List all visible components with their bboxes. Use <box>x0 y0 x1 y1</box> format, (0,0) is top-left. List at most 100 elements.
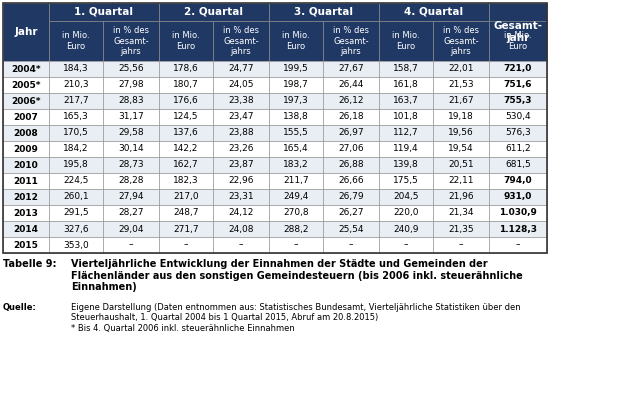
Text: in % des
Gesamt-
jahrs: in % des Gesamt- jahrs <box>223 26 259 56</box>
Bar <box>3 93 49 109</box>
Text: 155,5: 155,5 <box>283 129 309 138</box>
Bar <box>269 21 323 61</box>
Text: 211,7: 211,7 <box>283 176 309 185</box>
Text: 611,2: 611,2 <box>505 145 531 153</box>
Bar <box>323 21 379 61</box>
Bar <box>323 61 379 77</box>
Text: –: – <box>294 240 298 249</box>
Bar <box>213 61 269 77</box>
Text: 183,2: 183,2 <box>283 161 309 169</box>
Bar <box>433 61 489 77</box>
Bar <box>323 173 379 189</box>
Text: 353,0: 353,0 <box>63 240 89 249</box>
Bar <box>433 237 489 253</box>
Bar <box>49 125 103 141</box>
Text: 197,3: 197,3 <box>283 97 309 106</box>
Bar <box>49 77 103 93</box>
Bar <box>433 125 489 141</box>
Bar <box>433 173 489 189</box>
Bar <box>103 125 159 141</box>
Text: in % des
Gesamt-
jahrs: in % des Gesamt- jahrs <box>333 26 369 56</box>
Bar <box>159 189 213 205</box>
Bar <box>323 77 379 93</box>
Text: 26,12: 26,12 <box>339 97 364 106</box>
Bar <box>489 173 547 189</box>
Text: 21,96: 21,96 <box>448 192 474 201</box>
Bar <box>433 157 489 173</box>
Bar <box>159 237 213 253</box>
Text: 24,12: 24,12 <box>228 208 253 217</box>
Bar <box>103 237 159 253</box>
Text: 23,31: 23,31 <box>228 192 254 201</box>
Text: 260,1: 260,1 <box>63 192 89 201</box>
Bar <box>159 109 213 125</box>
Bar <box>489 221 547 237</box>
Text: 24,08: 24,08 <box>228 224 253 233</box>
Bar <box>379 125 433 141</box>
Text: 23,88: 23,88 <box>228 129 254 138</box>
Bar <box>49 173 103 189</box>
Bar <box>379 157 433 173</box>
Bar <box>323 157 379 173</box>
Text: 22,11: 22,11 <box>448 176 474 185</box>
Text: 217,7: 217,7 <box>63 97 89 106</box>
Text: 19,18: 19,18 <box>448 113 474 122</box>
Bar <box>379 173 433 189</box>
Text: 2005*: 2005* <box>12 81 41 90</box>
Text: 119,4: 119,4 <box>393 145 419 153</box>
Text: 217,0: 217,0 <box>173 192 199 201</box>
Bar <box>213 189 269 205</box>
Bar <box>379 189 433 205</box>
Bar <box>49 205 103 221</box>
Bar <box>489 125 547 141</box>
Text: 26,27: 26,27 <box>339 208 364 217</box>
Bar <box>213 157 269 173</box>
Bar <box>49 109 103 125</box>
Text: Tabelle 9:: Tabelle 9: <box>3 259 56 269</box>
Bar <box>103 189 159 205</box>
Text: 27,94: 27,94 <box>118 192 144 201</box>
Text: 161,8: 161,8 <box>393 81 419 90</box>
Bar <box>49 237 103 253</box>
Text: 162,7: 162,7 <box>173 161 199 169</box>
Bar <box>489 237 547 253</box>
Text: 3. Quartal: 3. Quartal <box>294 7 353 17</box>
Text: 178,6: 178,6 <box>173 65 199 74</box>
Text: 291,5: 291,5 <box>63 208 89 217</box>
Text: 170,5: 170,5 <box>63 129 89 138</box>
Bar <box>489 109 547 125</box>
Bar <box>213 125 269 141</box>
Text: 138,8: 138,8 <box>283 113 309 122</box>
Bar <box>489 77 547 93</box>
Bar <box>433 205 489 221</box>
Text: 2014: 2014 <box>13 224 38 233</box>
Text: in % des
Gesamt-
jahrs: in % des Gesamt- jahrs <box>443 26 479 56</box>
Text: in Mio.
Euro: in Mio. Euro <box>504 31 532 51</box>
Text: 576,3: 576,3 <box>505 129 531 138</box>
Text: 101,8: 101,8 <box>393 113 419 122</box>
Text: –: – <box>184 240 188 249</box>
Text: in Mio.
Euro: in Mio. Euro <box>62 31 90 51</box>
Text: 28,83: 28,83 <box>118 97 144 106</box>
Bar <box>159 21 213 61</box>
Bar <box>489 189 547 205</box>
Text: 19,56: 19,56 <box>448 129 474 138</box>
Text: 28,28: 28,28 <box>118 176 144 185</box>
Text: 29,04: 29,04 <box>118 224 144 233</box>
Text: 137,6: 137,6 <box>173 129 199 138</box>
Bar <box>213 21 269 61</box>
Bar <box>159 205 213 221</box>
Bar <box>269 157 323 173</box>
Bar <box>213 173 269 189</box>
Text: 249,4: 249,4 <box>284 192 308 201</box>
Bar <box>3 205 49 221</box>
Bar <box>3 221 49 237</box>
Text: Eigene Darstellung (Daten entnommen aus: Statistisches Bundesamt, Vierteljährlic: Eigene Darstellung (Daten entnommen aus:… <box>71 303 520 333</box>
Bar <box>103 93 159 109</box>
Bar <box>379 93 433 109</box>
Bar <box>269 125 323 141</box>
Text: 30,14: 30,14 <box>118 145 144 153</box>
Bar <box>433 109 489 125</box>
Bar <box>159 221 213 237</box>
Bar <box>213 221 269 237</box>
